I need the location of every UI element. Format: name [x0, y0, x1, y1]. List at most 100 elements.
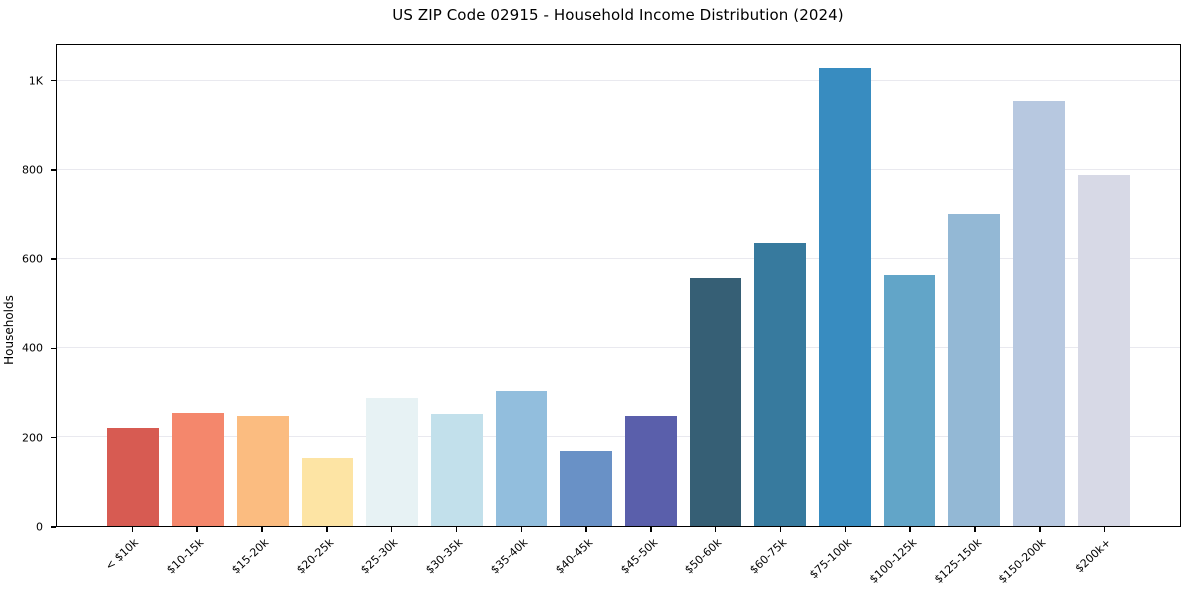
y-tick-mark-200: [51, 436, 56, 439]
x-label-cell: $20-25k: [294, 534, 359, 590]
bar-slot: [877, 45, 942, 526]
y-tick-label-800: 800: [22, 163, 43, 177]
bar-125-150k: [948, 213, 1001, 526]
y-tick-mark-600: [51, 258, 56, 260]
x-tick-mark-20-25k: [326, 527, 328, 532]
y-tick-mark-0: [51, 526, 56, 528]
y-tick-label-200: 200: [22, 431, 43, 445]
x-tick-label-45-50k: $45-50k: [617, 536, 660, 577]
x-label-cell: $10-15k: [164, 534, 230, 590]
gridline-1000: [57, 80, 1180, 82]
x-tick-cell: [554, 527, 619, 533]
x-tick-cell: [424, 527, 489, 533]
gridline-400: [57, 347, 1180, 349]
x-tick-cell: [165, 527, 230, 533]
bar-100-125k: [883, 274, 936, 526]
gridline-800: [57, 169, 1180, 171]
x-tick-mark-50-60k: [714, 527, 717, 532]
bar-slot: [295, 45, 360, 526]
bar-15-20k: [236, 415, 289, 526]
x-tick-mark-150-200k: [1039, 527, 1041, 532]
x-tick-mark-125-150k: [974, 527, 976, 532]
bar-slot: [683, 45, 748, 526]
x-tick-label-35-40k: $35-40k: [488, 536, 531, 577]
bar-slot: [619, 45, 684, 526]
x-tick-mark-60-75k: [779, 527, 782, 532]
y-tick-mark-1k: [51, 79, 56, 82]
bar-20-25k: [301, 458, 354, 526]
x-label-cell: $100-125k: [867, 534, 943, 590]
x-label-cell: $150-200k: [996, 534, 1072, 590]
x-tick-label-200k: $200k+: [1072, 536, 1114, 576]
x-tick-label-25-30k: $25-30k: [358, 536, 401, 577]
x-label-cell: $200k+: [1072, 534, 1137, 590]
y-axis-title: Households: [2, 295, 16, 365]
x-tick-mark-30-35k: [455, 527, 458, 532]
bar-200k: [1077, 174, 1130, 526]
x-tick-mark-40-45k: [585, 527, 587, 532]
y-tick-mark-400: [51, 347, 56, 350]
bar-75-100k: [819, 68, 871, 526]
bar-slot: [1071, 45, 1136, 526]
x-label-cell: $60-75k: [747, 534, 813, 590]
x-tick-label-10k: < $10k: [103, 536, 142, 573]
bar-slot: [554, 45, 619, 526]
y-tick-label-1k: 1K: [28, 74, 43, 88]
gridline-200: [57, 436, 1180, 438]
x-tick-cell: [489, 527, 554, 533]
x-label-cell: $40-45k: [552, 534, 619, 590]
y-tick-label-400: 400: [22, 341, 43, 355]
x-labels-row: < $10k $10-15k $15-20k $20-25k $25-30k $30-35…: [56, 534, 1181, 590]
bar-60-75k: [754, 242, 807, 526]
x-label-cell: $75-100k: [807, 534, 878, 590]
x-tick-cell: [230, 527, 295, 533]
bars-row: [57, 45, 1180, 526]
bar-50-60k: [689, 277, 742, 526]
bar-10k: [107, 428, 160, 526]
x-label-cell: $50-60k: [683, 534, 748, 590]
plot-area: [56, 44, 1181, 527]
x-tick-mark-25-30k: [390, 527, 393, 532]
bar-slot: [748, 45, 813, 526]
x-tick-mark-200k: [1103, 527, 1106, 532]
x-ticks-row: [56, 527, 1181, 533]
x-tick-mark-10-15k: [196, 527, 198, 532]
bar-slot: [230, 45, 295, 526]
x-tick-label-40-45k: $40-45k: [552, 536, 595, 577]
x-tick-cell: [943, 527, 1008, 533]
x-tick-cell: [619, 527, 684, 533]
x-label-cell: $125-150k: [932, 534, 1008, 590]
x-tick-cell: [683, 527, 748, 533]
y-tick-label-0: 0: [36, 520, 43, 534]
bar-slot: [166, 45, 231, 526]
x-tick-mark-35-40k: [520, 527, 523, 532]
bar-40-45k: [560, 451, 613, 526]
x-tick-cell: [1072, 527, 1137, 533]
x-label-cell: $30-35k: [423, 534, 489, 590]
x-tick-cell: [813, 527, 878, 533]
x-tick-label-20-25k: $20-25k: [293, 536, 336, 577]
x-tick-label-60-75k: $60-75k: [747, 536, 790, 577]
x-label-cell: $45-50k: [617, 534, 684, 590]
chart-title: US ZIP Code 02915 - Household Income Dis…: [392, 6, 844, 24]
x-tick-cell: [878, 527, 943, 533]
x-tick-label-50-60k: $50-60k: [682, 536, 725, 577]
x-tick-cell: [359, 527, 424, 533]
gridline-600: [57, 258, 1180, 260]
bar-slot: [424, 45, 489, 526]
bar-slot: [942, 45, 1007, 526]
x-tick-mark-75-100k: [844, 527, 847, 532]
x-label-cell: $35-40k: [488, 534, 554, 590]
bar-150-200k: [1013, 101, 1065, 526]
bar-30-35k: [430, 413, 483, 526]
bar-slot: [1007, 45, 1072, 526]
x-label-cell: $15-20k: [229, 534, 295, 590]
x-label-cell: $25-30k: [358, 534, 424, 590]
bar-slot: [489, 45, 554, 526]
x-tick-cell: [748, 527, 813, 533]
x-tick-label-75-100k: $75-100k: [807, 536, 855, 582]
x-tick-cell: [100, 527, 165, 533]
x-tick-mark-15-20k: [261, 527, 263, 532]
x-tick-label-10-15k: $10-15k: [164, 536, 207, 577]
